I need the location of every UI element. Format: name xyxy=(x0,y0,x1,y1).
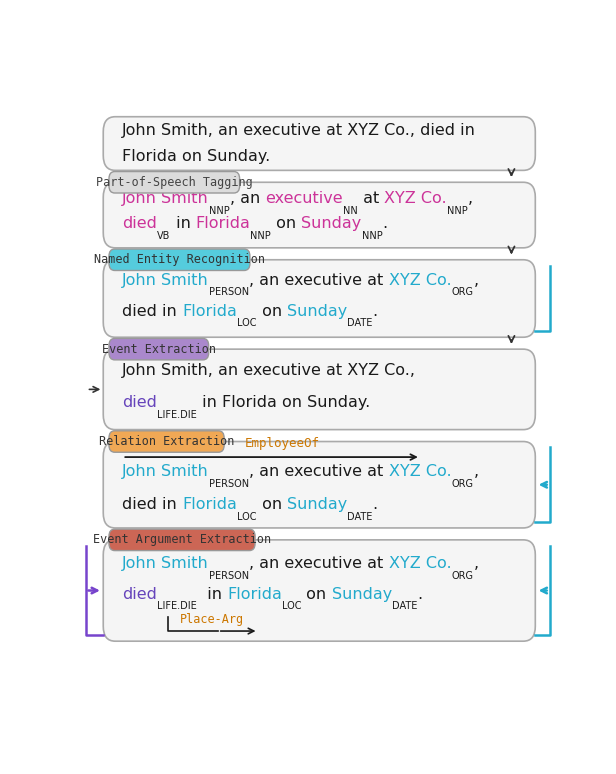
Text: an: an xyxy=(235,191,265,206)
Text: in Florida on Sunday.: in Florida on Sunday. xyxy=(197,395,370,410)
Text: Relation Extraction: Relation Extraction xyxy=(99,435,234,448)
Text: Part-of-Speech Tagging: Part-of-Speech Tagging xyxy=(96,176,253,189)
Text: John Smith: John Smith xyxy=(123,191,209,206)
Text: on: on xyxy=(257,497,287,512)
Text: .: . xyxy=(373,303,378,319)
Text: Florida: Florida xyxy=(227,587,282,601)
FancyBboxPatch shape xyxy=(109,529,255,550)
FancyBboxPatch shape xyxy=(109,249,250,270)
Text: NNP: NNP xyxy=(209,206,230,216)
Text: XYZ Co.: XYZ Co. xyxy=(389,557,452,571)
FancyBboxPatch shape xyxy=(103,183,535,248)
Text: an executive at: an executive at xyxy=(254,464,389,479)
Text: XYZ Co.: XYZ Co. xyxy=(389,464,452,479)
Text: ,: , xyxy=(249,272,254,288)
Text: XYZ Co.: XYZ Co. xyxy=(384,191,447,206)
Text: PERSON: PERSON xyxy=(209,479,249,489)
Text: LIFE.DIE: LIFE.DIE xyxy=(157,601,197,611)
Text: Sunday: Sunday xyxy=(301,216,362,231)
Text: .: . xyxy=(418,587,423,601)
Text: ORG: ORG xyxy=(452,571,473,581)
Text: ,: , xyxy=(473,272,479,288)
Text: LOC: LOC xyxy=(237,512,257,522)
FancyBboxPatch shape xyxy=(103,349,535,430)
FancyBboxPatch shape xyxy=(103,540,535,641)
Text: executive: executive xyxy=(265,191,343,206)
Text: an executive at: an executive at xyxy=(254,557,389,571)
FancyBboxPatch shape xyxy=(103,441,535,528)
Text: NNP: NNP xyxy=(362,231,383,241)
Text: ,: , xyxy=(249,557,254,571)
Text: on: on xyxy=(271,216,301,231)
Text: died: died xyxy=(123,395,157,410)
Text: ,: , xyxy=(249,464,254,479)
Text: PERSON: PERSON xyxy=(209,287,249,297)
Text: died in: died in xyxy=(123,497,182,512)
Text: EmployeeOf: EmployeeOf xyxy=(245,437,320,450)
Text: John Smith: John Smith xyxy=(123,272,209,288)
Text: Florida: Florida xyxy=(182,303,237,319)
Text: LOC: LOC xyxy=(282,601,301,611)
Text: .: . xyxy=(383,216,387,231)
Text: John Smith, an executive at XYZ Co.,: John Smith, an executive at XYZ Co., xyxy=(123,363,416,378)
FancyBboxPatch shape xyxy=(109,431,224,452)
Text: Event Extraction: Event Extraction xyxy=(102,343,216,355)
Text: Sunday: Sunday xyxy=(287,303,347,319)
Text: John Smith, an executive at XYZ Co., died in: John Smith, an executive at XYZ Co., die… xyxy=(123,123,476,138)
Text: died: died xyxy=(123,216,157,231)
Text: Sunday: Sunday xyxy=(332,587,392,601)
FancyBboxPatch shape xyxy=(103,117,535,170)
Text: XYZ Co.: XYZ Co. xyxy=(389,272,452,288)
Text: on: on xyxy=(257,303,287,319)
Text: LIFE.DIE: LIFE.DIE xyxy=(157,409,197,420)
Text: in: in xyxy=(197,587,227,601)
Text: NNP: NNP xyxy=(447,206,468,216)
Text: Named Entity Recognition: Named Entity Recognition xyxy=(94,253,265,266)
Text: John Smith: John Smith xyxy=(123,557,209,571)
Text: in: in xyxy=(171,216,196,231)
Text: NNP: NNP xyxy=(251,231,271,241)
Text: Florida on Sunday.: Florida on Sunday. xyxy=(123,149,270,164)
Text: VB: VB xyxy=(157,231,171,241)
FancyBboxPatch shape xyxy=(109,338,209,360)
Text: DATE: DATE xyxy=(347,512,373,522)
Text: ,: , xyxy=(468,191,472,206)
Text: Sunday: Sunday xyxy=(287,497,347,512)
Text: ,: , xyxy=(230,191,235,206)
Text: Place-Arg: Place-Arg xyxy=(180,613,244,626)
Text: ORG: ORG xyxy=(452,479,473,489)
Text: ORG: ORG xyxy=(452,287,473,297)
Text: Event Argument Extraction: Event Argument Extraction xyxy=(93,533,271,546)
Text: NN: NN xyxy=(343,206,358,216)
Text: Florida: Florida xyxy=(196,216,251,231)
Text: died: died xyxy=(123,587,157,601)
Text: John Smith: John Smith xyxy=(123,464,209,479)
Text: Florida: Florida xyxy=(182,497,237,512)
FancyBboxPatch shape xyxy=(109,172,240,193)
Text: DATE: DATE xyxy=(392,601,418,611)
Text: LOC: LOC xyxy=(237,318,257,328)
Text: .: . xyxy=(373,497,378,512)
Text: ,: , xyxy=(473,464,479,479)
Text: at: at xyxy=(358,191,384,206)
Text: DATE: DATE xyxy=(347,318,373,328)
Text: PERSON: PERSON xyxy=(209,571,249,581)
FancyBboxPatch shape xyxy=(103,260,535,337)
Text: ,: , xyxy=(473,557,479,571)
Text: an executive at: an executive at xyxy=(254,272,389,288)
Text: on: on xyxy=(301,587,332,601)
Text: died in: died in xyxy=(123,303,182,319)
